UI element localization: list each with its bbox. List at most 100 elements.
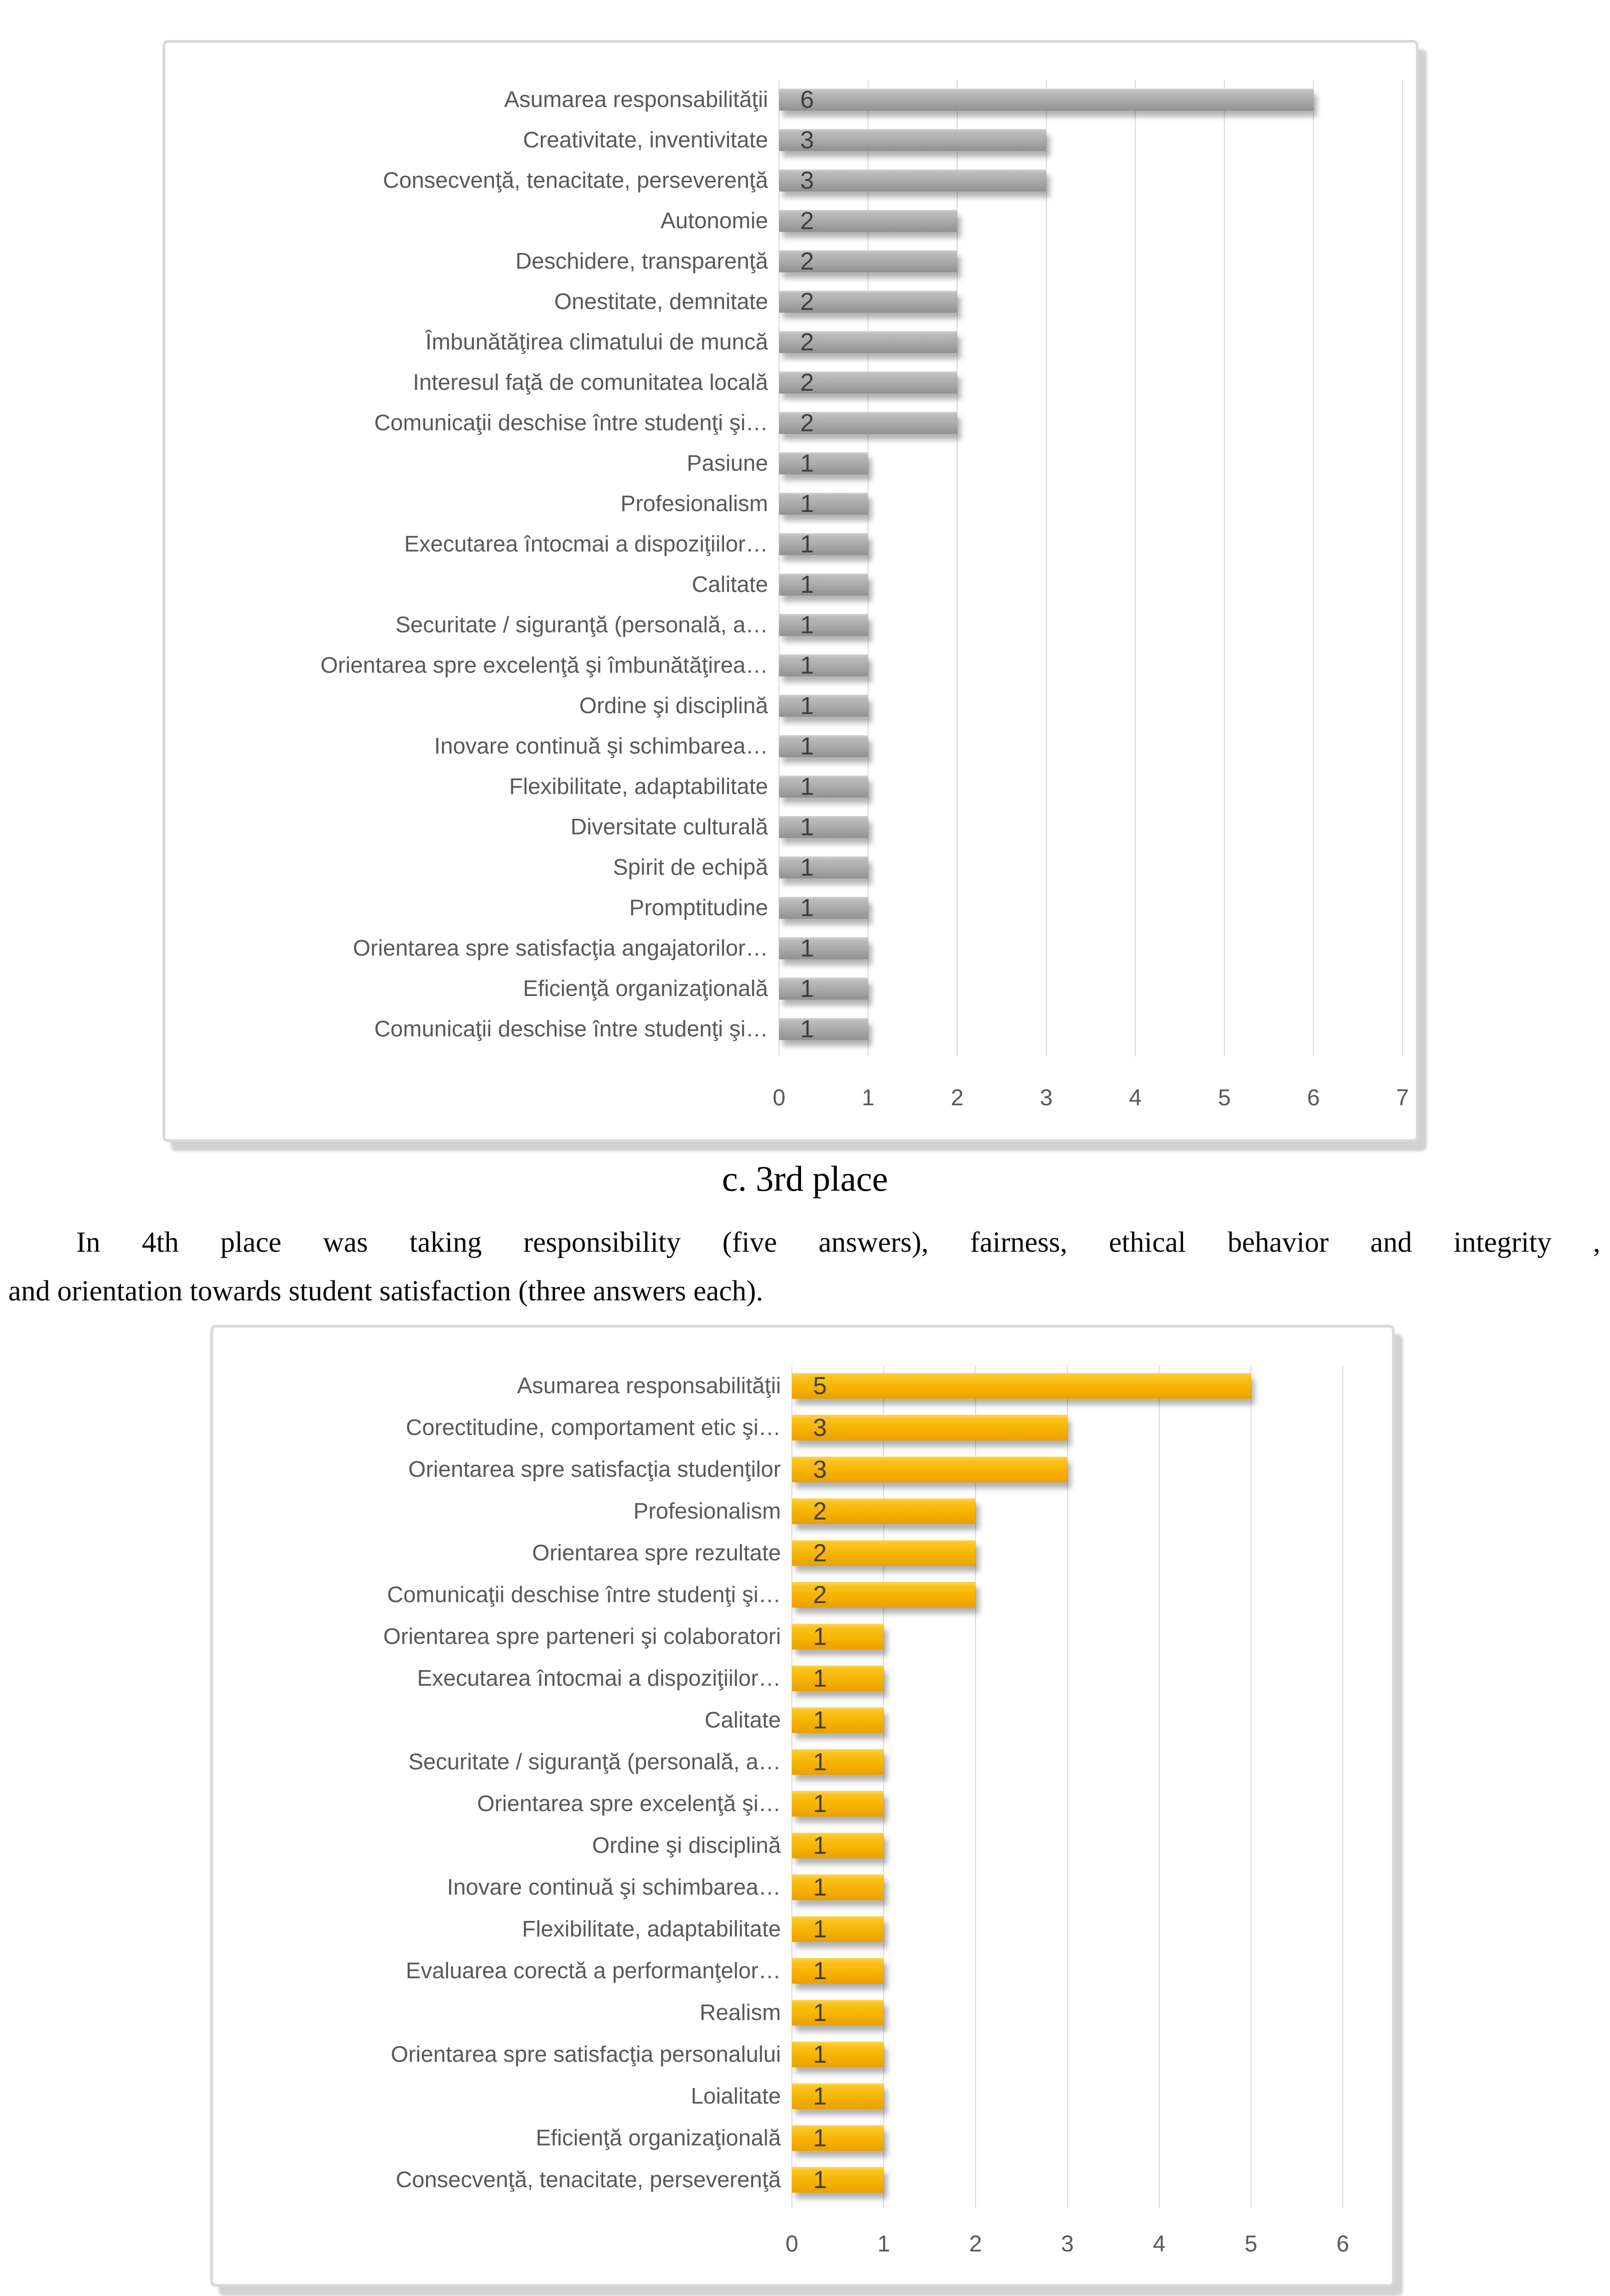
bar: 2: [779, 208, 957, 233]
category-label: Orientarea spre excelenţă şi îmbunătăţir…: [320, 653, 768, 678]
category-label: Interesul faţă de comunitatea locală: [413, 370, 768, 395]
bar: 6: [779, 87, 1313, 112]
category-label: Inovare continuă şi schimbarea…: [447, 1875, 781, 1900]
bar-row: Inovare continuă şi schimbarea… 1: [434, 726, 1402, 766]
category-label: Profesionalism: [620, 491, 768, 516]
category-label: Orientarea spre parteneri şi colaborator…: [383, 1624, 781, 1649]
value-label: 1: [813, 1874, 827, 1901]
category-label: Consecvenţă, tenacitate, perseverenţă: [396, 2167, 781, 2192]
bar-row: Executarea întocmai a dispoziţiilor… 1: [417, 1658, 1343, 1699]
category-label: Calitate: [691, 572, 768, 597]
bar-row: Orientarea spre excelenţă şi… 1: [477, 1783, 1343, 1825]
value-label: 1: [813, 1915, 827, 1943]
bar: 1: [779, 1017, 868, 1041]
bar: 2: [792, 1498, 976, 1524]
value-label: 1: [800, 813, 814, 841]
value-label: 1: [800, 530, 814, 558]
bar-row: Consecvenţă, tenacitate, perseverenţă 1: [396, 2159, 1343, 2201]
bar: 1: [779, 976, 868, 1001]
category-label: Orientarea spre satisfacţia studenţilor: [408, 1457, 781, 1482]
category-label: Orientarea spre satisfacţia angajatorilo…: [353, 936, 768, 961]
value-label: 1: [813, 1790, 827, 1818]
bar-row: Orientarea spre satisfacţia personalului…: [391, 2034, 1343, 2076]
value-label: 1: [813, 1706, 827, 1734]
x-axis: 0 1 2 3 4 5 6: [785, 2228, 1349, 2260]
category-label: Îmbunătăţirea climatului de muncă: [425, 330, 768, 355]
category-label: Realism: [700, 2000, 781, 2025]
value-label: 2: [800, 369, 814, 396]
bar: 1: [792, 1958, 884, 1984]
value-label: 1: [800, 732, 814, 760]
value-label: 1: [800, 652, 814, 679]
x-axis-tick: 4: [1129, 1085, 1142, 1110]
bar: 1: [792, 2000, 884, 2026]
category-label: Diversitate culturală: [570, 815, 768, 839]
category-label: Comunicaţii deschise între studenţi şi…: [374, 411, 768, 435]
category-label: Creativitate, inventivitate: [523, 128, 768, 152]
bar-row: Spirit de echipă 1: [613, 847, 1402, 888]
category-label: Deschidere, transparenţă: [515, 249, 768, 274]
x-axis-tick: 2: [951, 1085, 964, 1110]
bar: 1: [792, 2042, 884, 2067]
category-label: Loialitate: [690, 2084, 781, 2109]
bar-row: Realism 1: [700, 1992, 1343, 2034]
value-label: 2: [800, 328, 814, 356]
figure-caption-c: c. 3rd place: [722, 1159, 888, 1199]
bar: 1: [792, 1874, 884, 1900]
grid-line: [975, 1365, 976, 2208]
value-label: 1: [813, 2082, 827, 2110]
bar: 1: [792, 2083, 884, 2109]
value-label: 2: [813, 1539, 827, 1567]
value-label: 1: [800, 611, 814, 639]
bar: 1: [779, 693, 868, 718]
bar: 1: [792, 1791, 884, 1817]
grid-line: [1134, 79, 1136, 1057]
category-label: Orientarea spre rezultate: [532, 1541, 781, 1565]
value-label: 1: [813, 1957, 827, 1985]
x-axis-tick: 6: [1307, 1085, 1320, 1110]
bar-row: Eficienţă organizaţională 1: [523, 968, 1402, 1009]
bar-row: Corectitudine, comportament etic şi… 3: [406, 1407, 1343, 1449]
value-label: 3: [800, 167, 814, 194]
bar-row: Onestitate, demnitate 2: [554, 281, 1402, 322]
value-label: 2: [813, 1581, 827, 1609]
bar: 1: [779, 572, 868, 597]
bar: 1: [792, 2167, 884, 2193]
value-label: 1: [800, 854, 814, 881]
grid-line: [1402, 79, 1403, 1057]
bar-row: Profesionalism 2: [634, 1491, 1343, 1532]
bar: 1: [792, 1749, 884, 1775]
value-label: 1: [813, 2166, 827, 2194]
bar-row: Comunicaţii deschise între studenţi şi… 2: [387, 1574, 1343, 1616]
bar-row: Orientarea spre satisfacţia angajatorilo…: [353, 928, 1402, 968]
category-label: Onestitate, demnitate: [554, 289, 768, 314]
bar: 2: [779, 249, 957, 274]
x-axis-tick: 5: [1245, 2231, 1257, 2257]
bar-row: Pasiune 1: [687, 443, 1402, 484]
grid-line: [1224, 79, 1225, 1057]
value-label: 3: [813, 1456, 827, 1483]
body-paragraph-4th-place: In 4th place was taking responsibility (…: [8, 1218, 1600, 1315]
category-label: Promptitudine: [629, 895, 768, 920]
bar: 1: [792, 1833, 884, 1858]
category-label: Spirit de echipă: [613, 855, 768, 880]
bar: 1: [779, 732, 868, 760]
grid-line: [1067, 1365, 1068, 2208]
grid-line: [791, 1365, 792, 2208]
x-axis: 0 1 2 3 4 5 6 7: [773, 1081, 1409, 1114]
bar-row: Creativitate, inventivitate 3: [523, 120, 1402, 160]
category-label: Eficienţă organizaţională: [536, 2126, 781, 2150]
bar-row: Consecvenţă, tenacitate, perseverenţă 3: [383, 160, 1402, 201]
x-axis-tick: 3: [1040, 1085, 1053, 1110]
category-label: Pasiune: [686, 451, 768, 476]
category-label: Asumarea responsabilităţii: [504, 87, 768, 112]
bar-row: Calitate 1: [692, 564, 1402, 605]
bar: 2: [779, 411, 957, 435]
value-label: 1: [800, 490, 814, 518]
bar-row: Autonomie 2: [661, 201, 1402, 241]
x-axis-tick: 0: [785, 2231, 798, 2257]
bar: 2: [779, 289, 957, 314]
x-axis-tick: 7: [1396, 1085, 1409, 1110]
grid-line: [1158, 1365, 1160, 2208]
value-label: 3: [813, 1414, 827, 1441]
